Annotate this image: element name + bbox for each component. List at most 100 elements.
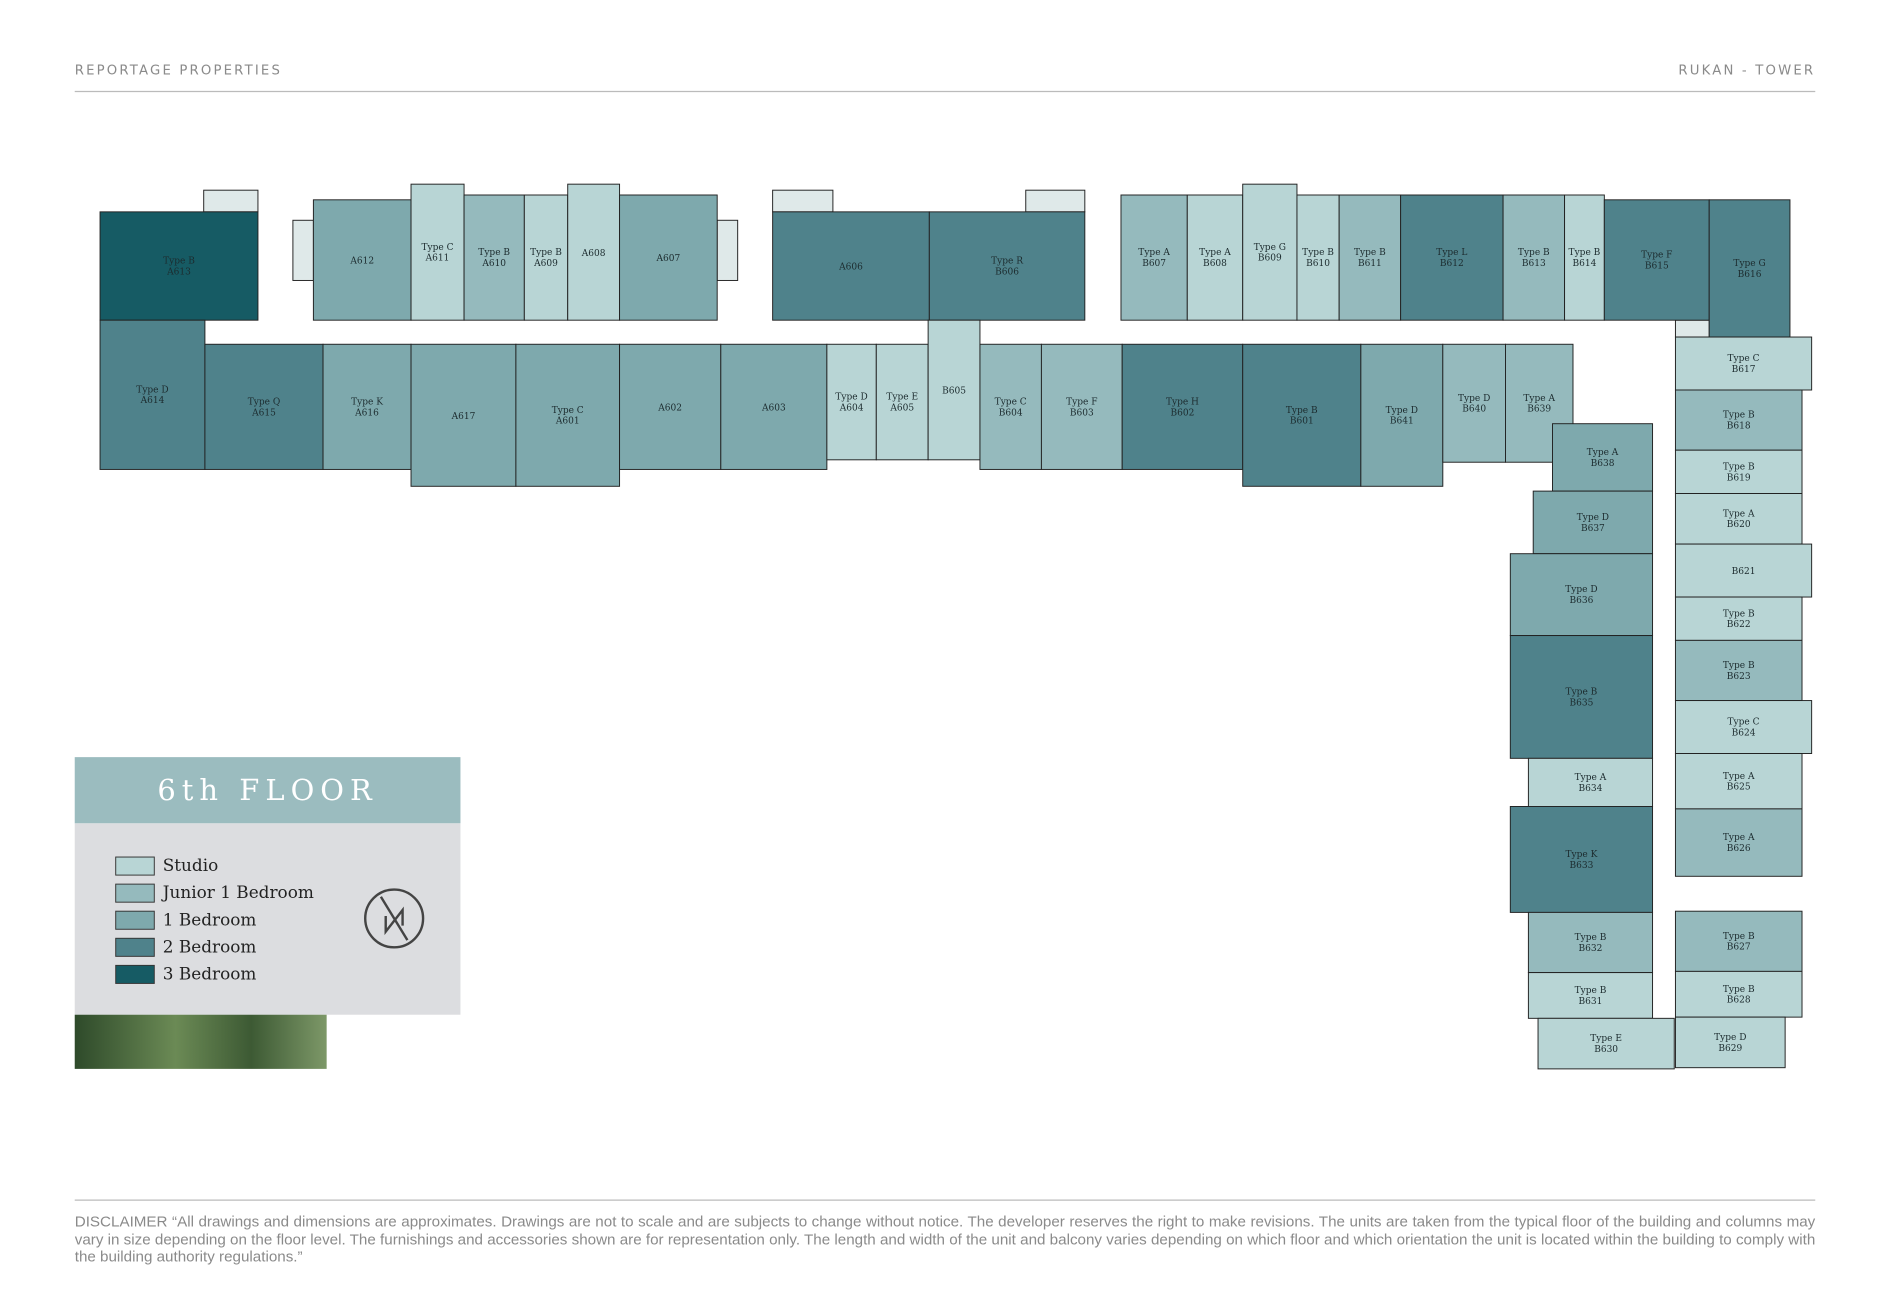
- unit-name: A607: [655, 254, 680, 264]
- unit: [523, 194, 569, 321]
- unit-name: B615: [1645, 261, 1669, 271]
- unit-name: B602: [1171, 408, 1195, 418]
- unit-type: Type C: [552, 406, 584, 416]
- unit-type: Type D: [1458, 394, 1490, 404]
- disclaimer: DISCLAIMER “All drawings and dimensions …: [74, 1213, 1816, 1266]
- unit-name: B639: [1527, 405, 1551, 415]
- unit-name: B637: [1581, 524, 1605, 534]
- unit-type: Type C: [422, 243, 454, 253]
- unit: [1121, 343, 1244, 470]
- floor-title: 6th FLOOR: [157, 773, 377, 807]
- unit: [875, 343, 929, 461]
- unit-name: B623: [1727, 672, 1751, 682]
- unit-type: Type G: [1254, 243, 1286, 253]
- balcony: [203, 189, 259, 213]
- unit: [463, 194, 525, 321]
- unit-name: A616: [354, 408, 379, 418]
- unit: [515, 343, 621, 487]
- unit-name: B609: [1258, 254, 1282, 264]
- unit-name: B634: [1579, 784, 1603, 794]
- unit: [1527, 972, 1654, 1019]
- balcony: [1674, 319, 1710, 338]
- unit-type: Type A: [1723, 833, 1755, 843]
- unit-name: B638: [1591, 459, 1615, 469]
- balcony: [292, 219, 314, 281]
- balcony: [1025, 189, 1086, 213]
- header-left: REPORTAGE PROPERTIES: [75, 64, 282, 79]
- unit-type: Type C: [1728, 354, 1760, 364]
- unit-name: A606: [838, 263, 863, 273]
- unit: [410, 343, 517, 487]
- disclaimer-box: DISCLAIMER “All drawings and dimensions …: [74, 1213, 1816, 1266]
- unit-type: Type K: [351, 397, 383, 407]
- legend-swatch: [115, 910, 155, 930]
- unit-type: Type A: [1723, 509, 1755, 519]
- balcony: [772, 189, 834, 213]
- unit: [1242, 343, 1362, 487]
- unit-type: Type A: [1138, 248, 1170, 258]
- unit-name: A601: [555, 417, 580, 427]
- unit-name: B622: [1727, 620, 1751, 630]
- unit-type: Type B: [1723, 985, 1755, 995]
- unit-type: Type K: [1566, 850, 1598, 860]
- unit: [1674, 1016, 1786, 1069]
- unit-name: B629: [1718, 1044, 1742, 1054]
- unit-type: Type C: [1728, 718, 1760, 728]
- unit-name: B611: [1358, 259, 1382, 269]
- unit: [1040, 343, 1123, 470]
- unit-name: B617: [1732, 365, 1756, 375]
- unit-name: B614: [1573, 259, 1597, 269]
- unit: [1674, 639, 1803, 702]
- unit-name: B627: [1727, 943, 1751, 953]
- unit-name: B612: [1440, 259, 1464, 269]
- unit-type: Type D: [1386, 406, 1418, 416]
- unit: [1242, 183, 1298, 321]
- unit: [826, 343, 877, 461]
- unit: [1537, 1017, 1675, 1070]
- unit-name: B605: [942, 387, 966, 397]
- unit: [1674, 808, 1803, 877]
- unit: [99, 211, 259, 321]
- unit-name: B607: [1142, 259, 1166, 269]
- unit-name: A603: [761, 403, 786, 413]
- unit: [1674, 543, 1813, 598]
- unit-name: B620: [1727, 520, 1751, 530]
- legend-swatch: [115, 856, 155, 876]
- unit-type: Type B: [1302, 248, 1334, 258]
- unit: [1120, 194, 1188, 321]
- unit-type: Type B: [1723, 932, 1755, 942]
- unit: [204, 343, 324, 470]
- unit-type: Type L: [1436, 248, 1467, 258]
- unit: [1527, 911, 1654, 974]
- legend-label: Junior 1 Bedroom: [161, 882, 314, 902]
- unit: [720, 343, 828, 470]
- unit-type: Type A: [1199, 248, 1231, 258]
- unit-name: A612: [349, 257, 374, 267]
- unit-name: B635: [1569, 698, 1593, 708]
- unit-type: Type F: [1066, 397, 1097, 407]
- unit-type: Type D: [1577, 513, 1609, 523]
- unit-name: B632: [1579, 944, 1603, 954]
- header-right: RUKAN - TOWER: [1678, 64, 1815, 79]
- unit: [312, 199, 412, 321]
- unit: [1296, 194, 1340, 321]
- unit-name: B631: [1579, 997, 1603, 1007]
- unit: [1509, 806, 1654, 913]
- unit-name: B625: [1727, 783, 1751, 793]
- unit-name: B624: [1732, 728, 1756, 738]
- unit-name: B636: [1569, 596, 1593, 606]
- unit: [1564, 194, 1605, 321]
- unit: [772, 211, 930, 321]
- unit: [979, 343, 1042, 470]
- unit-name: B640: [1462, 405, 1486, 415]
- unit: [1674, 910, 1803, 972]
- unit: [410, 183, 465, 321]
- unit-type: Type B: [1566, 688, 1598, 698]
- unit-name: B618: [1727, 422, 1751, 432]
- unit-name: B606: [995, 267, 1019, 277]
- unit: [1708, 199, 1791, 338]
- unit-type: Type D: [136, 385, 168, 395]
- legend-swatch: [115, 883, 155, 903]
- unit-name: B608: [1203, 259, 1227, 269]
